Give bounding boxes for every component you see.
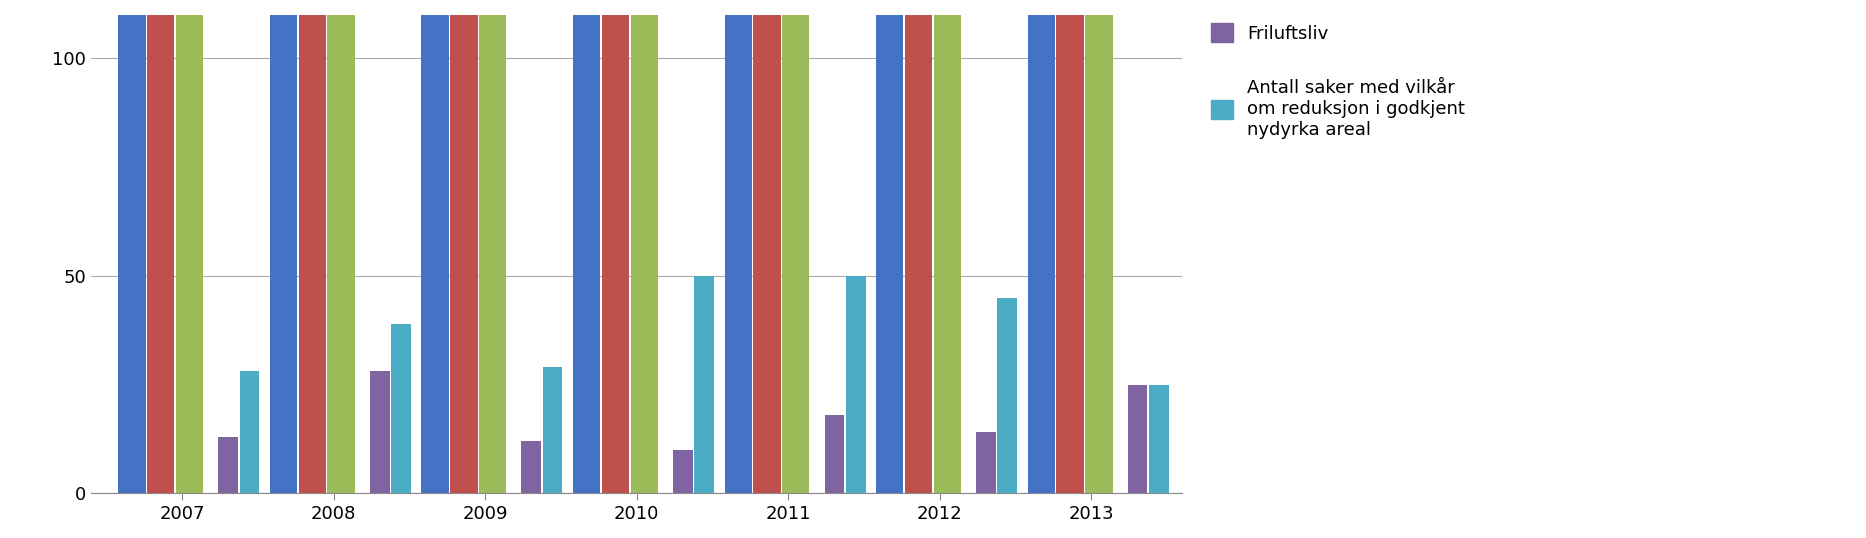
Bar — [239, 371, 259, 493]
Bar — [877, 2, 903, 493]
Bar — [782, 2, 810, 493]
Bar — [573, 2, 601, 493]
Bar — [543, 367, 562, 493]
Bar — [1149, 385, 1168, 493]
Bar — [754, 2, 780, 493]
Bar — [118, 2, 146, 493]
Bar — [521, 441, 541, 493]
Bar — [480, 2, 506, 493]
Bar — [996, 298, 1017, 493]
Bar — [392, 324, 411, 493]
Bar — [1028, 2, 1054, 493]
Bar — [450, 2, 478, 493]
Bar — [369, 371, 390, 493]
Bar — [825, 415, 843, 493]
Bar — [422, 2, 448, 493]
Bar — [724, 2, 752, 493]
Bar — [1086, 2, 1112, 493]
Bar — [1127, 385, 1148, 493]
Bar — [976, 433, 996, 493]
Bar — [694, 276, 715, 493]
Bar — [299, 2, 327, 493]
Bar — [933, 2, 961, 493]
Legend: Friluftsliv, Antall saker med vilkår
om reduksjon i godkjent
nydyrka areal: Friluftsliv, Antall saker med vilkår om … — [1202, 15, 1474, 147]
Bar — [328, 2, 355, 493]
Bar — [1056, 2, 1084, 493]
Bar — [674, 450, 692, 493]
Bar — [147, 2, 174, 493]
Bar — [603, 2, 629, 493]
Bar — [845, 276, 866, 493]
Bar — [631, 2, 659, 493]
Bar — [271, 2, 297, 493]
Bar — [218, 437, 239, 493]
Bar — [905, 2, 933, 493]
Bar — [175, 2, 203, 493]
